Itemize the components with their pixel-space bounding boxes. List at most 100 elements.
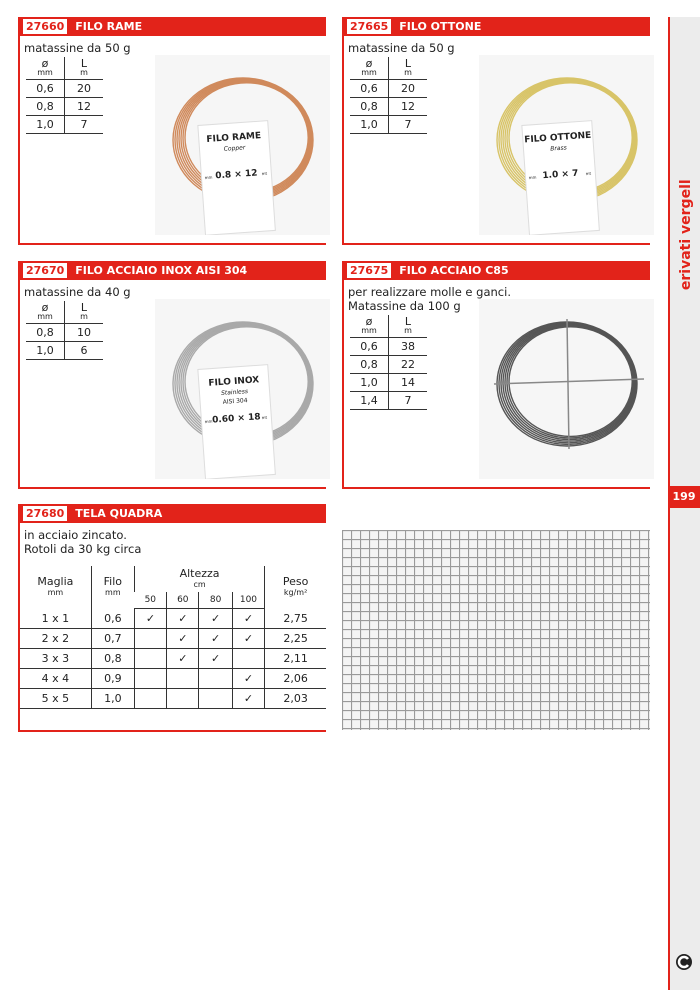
- mesh-photo: [342, 530, 650, 730]
- cell: [198, 688, 233, 709]
- product-box: 27675 FILO ACCIAIO C85 per realizzare moll…: [342, 261, 654, 489]
- product-title: FILO RAME: [75, 20, 143, 33]
- page-number: 199: [668, 486, 700, 508]
- column-unit: mm: [37, 68, 53, 77]
- data-row: 1,0 7: [350, 115, 427, 134]
- coil-tie: [493, 378, 645, 385]
- description-line: in acciaio zincato.: [24, 528, 127, 542]
- column-header: ø mm: [350, 57, 389, 80]
- column-header: ø mm: [26, 57, 65, 80]
- label-card: [197, 364, 276, 479]
- description-line: matassine da 40 g: [24, 285, 131, 299]
- cell: 2 x 2: [20, 628, 92, 649]
- label-unit: mm: [204, 419, 212, 425]
- cell: 0,6: [350, 79, 389, 98]
- section-title: derivati vergella: [678, 180, 694, 290]
- cell: 1,4: [350, 391, 389, 410]
- data-row: 5 x 5 1,0 ✓ 2,03: [20, 688, 326, 709]
- cell: 5 x 5: [20, 688, 92, 709]
- column-unit: mm: [47, 588, 64, 598]
- data-row: 0,8 10: [26, 323, 103, 342]
- label-unit: mm: [204, 175, 212, 181]
- description-line: matassine da 50 g: [24, 41, 131, 55]
- cell: ✓: [198, 608, 233, 629]
- cell: ✓: [198, 628, 233, 649]
- column-header: ø mm: [350, 315, 389, 338]
- data-row: 1,4 7: [350, 391, 427, 410]
- header-bar: 27675 FILO ACCIAIO C85: [344, 261, 650, 280]
- cell: 0,7: [90, 628, 135, 649]
- column-name: ø: [365, 57, 373, 70]
- cell: ✓: [231, 628, 265, 649]
- data-row: 0,6 38: [350, 337, 427, 356]
- data-row: 1,0 7: [26, 115, 103, 134]
- label-note: AISI 304: [223, 397, 248, 406]
- cell: ✓: [166, 648, 199, 669]
- cell: 0,8: [90, 648, 135, 669]
- header-bar: 27660 FILO RAME: [20, 17, 326, 36]
- label-card: [521, 120, 600, 235]
- cell: 14: [388, 373, 427, 392]
- header-bar: 27680 TELA QUADRA: [20, 504, 326, 523]
- label-unit: mt: [261, 415, 267, 420]
- column-unit: m: [80, 68, 88, 77]
- sub-header: 80: [198, 592, 233, 609]
- coil-ring: [506, 325, 634, 439]
- column-name: Maglia: [37, 575, 74, 589]
- cell: 2,03: [264, 688, 326, 709]
- description-line: Rotoli da 30 kg circa: [24, 542, 142, 556]
- label-subtitle: Brass: [550, 144, 567, 152]
- data-row: 1 x 1 0,6 ✓ ✓ ✓ ✓ 2,75: [20, 608, 326, 629]
- label-size: 0.8 × 12: [215, 168, 258, 181]
- cell: 1,0: [26, 115, 65, 134]
- cell: 0,6: [90, 608, 135, 629]
- cell: 0,6: [350, 337, 389, 356]
- column-header: Maglia mm: [20, 566, 91, 609]
- cell: 1,0: [26, 341, 65, 360]
- label-subtitle: Copper: [224, 144, 247, 153]
- cell: ✓: [133, 608, 167, 629]
- column-unit: cm: [193, 580, 206, 589]
- sub-header: 50: [134, 592, 167, 609]
- data-row: 3 x 3 0,8 ✓ ✓ 2,11: [20, 648, 326, 669]
- column-header: Filo mm: [90, 566, 135, 609]
- cell: [166, 668, 199, 689]
- label-title: FILO RAME: [206, 131, 261, 145]
- product-box: 27670 FILO ACCIAIO INOX AISI 304 matassine…: [18, 261, 330, 489]
- cell: 2,06: [264, 668, 326, 689]
- description-line: matassine da 50 g: [348, 41, 455, 55]
- cell: 12: [64, 97, 103, 116]
- column-unit: mm: [37, 312, 53, 321]
- header-row: 50 60 80 100: [20, 592, 326, 609]
- cell: 6: [64, 341, 103, 360]
- cell: [133, 648, 167, 669]
- cell: 1,0: [90, 688, 135, 709]
- cell: [133, 688, 167, 709]
- product-title: FILO ACCIAIO C85: [399, 264, 509, 277]
- cell: [166, 688, 199, 709]
- cell: 2,11: [264, 648, 326, 669]
- cell: 12: [388, 97, 427, 116]
- cell: 0,6: [26, 79, 65, 98]
- cell: 1,0: [350, 115, 389, 134]
- cell: ✓: [166, 628, 199, 649]
- label-unit: mm: [528, 175, 536, 181]
- cell: [198, 668, 233, 689]
- column-name: L: [80, 57, 88, 70]
- cell: ✓: [198, 648, 233, 669]
